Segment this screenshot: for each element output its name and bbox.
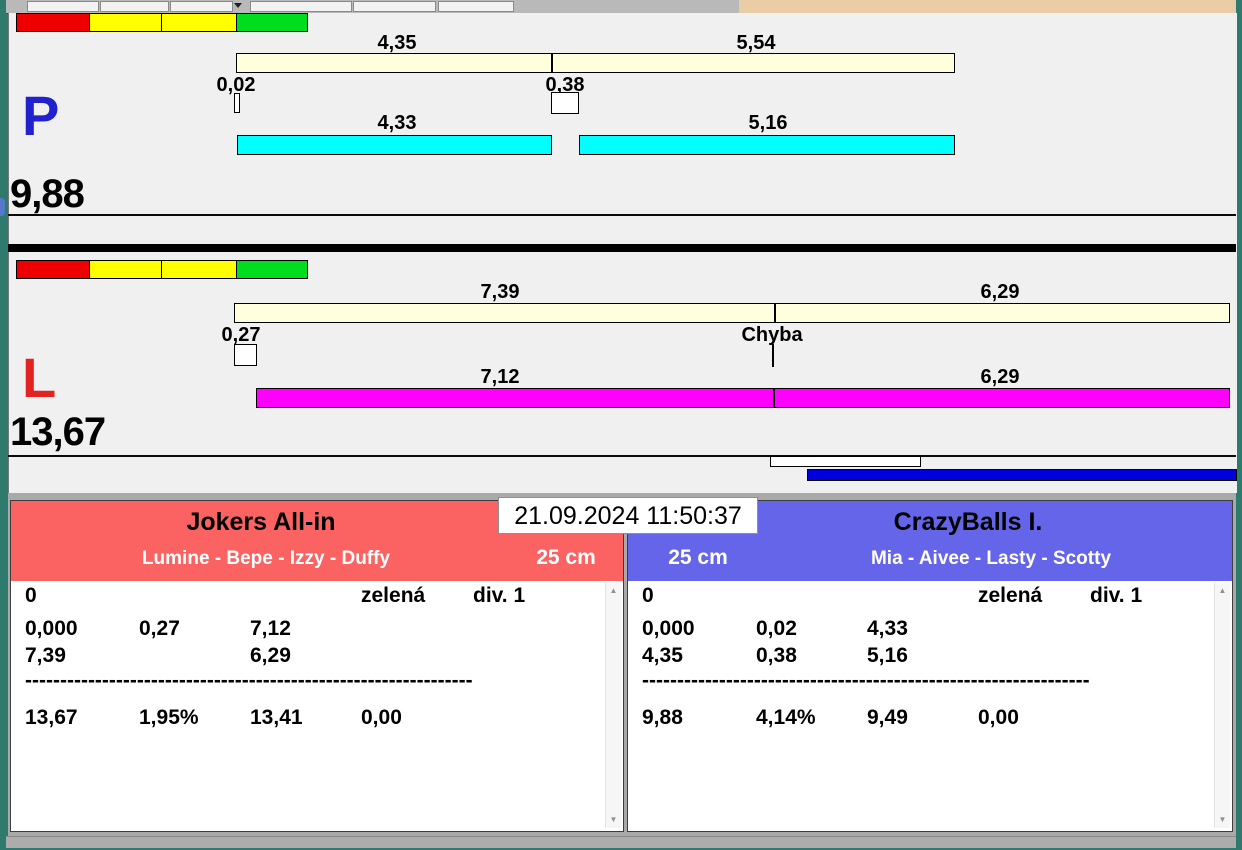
background-window-segment (250, 1, 352, 12)
score-row: 4,35 0,38 5,16 (642, 644, 908, 667)
ref-right-value: 5,54 (736, 32, 776, 54)
scroll-up-icon[interactable]: ▲ (1218, 586, 1227, 595)
scale-red-segment (17, 14, 90, 31)
score-row: 0,000 0,02 4,33 (642, 617, 908, 640)
scale-yellow-segment (90, 14, 162, 31)
team-players: Mia - Aivee - Lasty - Scotty (870, 548, 1112, 569)
lane-total: 13,67 (10, 410, 106, 454)
progress-bar (807, 469, 1237, 481)
scroll-down-icon[interactable]: ▼ (1218, 815, 1227, 824)
deviation-right-value: 0,38 (545, 74, 585, 96)
background-window-segment (353, 1, 436, 12)
deviation-marker-box (551, 92, 579, 114)
lane-letter: L (22, 346, 57, 409)
team-players: Lumine - Bepe - Izzy - Duffy (141, 548, 391, 569)
bar-divider (774, 304, 776, 322)
measured-left-value: 7,12 (480, 366, 520, 388)
lane-total: 9,88 (10, 172, 85, 216)
team-panel-right: CrazyBalls I. Mia - Aivee - Lasty - Scot… (627, 500, 1233, 832)
teams-panel: 21.09.2024 11:50:37 Jokers All-in Lumine… (8, 493, 1236, 836)
measured-bar-right (579, 135, 955, 155)
background-window-strip (6, 0, 1236, 14)
scale-green-segment (237, 14, 307, 31)
scale-green-segment (237, 261, 307, 278)
score-row: 7,39 6,29 (25, 644, 291, 667)
scrollbar[interactable]: ▲ ▼ (605, 583, 621, 828)
datetime-display: 21.09.2024 11:50:37 (498, 497, 758, 534)
measurement-area (8, 13, 1237, 493)
status-strip (6, 836, 1236, 848)
progress-outline (770, 456, 921, 467)
error-label: Chyba (741, 324, 803, 346)
score-log: 0 zelená div. 1 0,000 0,02 4,33 4,35 0,3… (628, 581, 1232, 831)
distance-value: 25 cm (536, 546, 596, 569)
measured-bar (256, 388, 1230, 408)
measured-left-value: 4,33 (377, 112, 417, 134)
measured-right-value: 5,16 (748, 112, 788, 134)
scroll-up-icon[interactable]: ▲ (609, 586, 618, 595)
scale-yellow-segment (162, 14, 237, 31)
dropdown-arrow-icon (234, 3, 242, 8)
score-log: 0 zelená div. 1 0,000 0,27 7,12 7,39 6,2… (11, 581, 623, 831)
background-window-segment (100, 1, 169, 12)
team-header: CrazyBalls I. Mia - Aivee - Lasty - Scot… (628, 501, 1232, 581)
scrollbar[interactable]: ▲ ▼ (1214, 583, 1230, 828)
deviation-left-value: 0,02 (216, 74, 256, 96)
error-tick (772, 344, 774, 367)
color-scale-strip (16, 260, 308, 279)
measured-right-value: 6,29 (980, 366, 1020, 388)
distance-value: 25 cm (668, 546, 728, 569)
deviation-marker-box (234, 344, 257, 366)
ref-right-value: 6,29 (980, 281, 1020, 303)
background-window-segment (170, 1, 233, 12)
color-scale-strip (16, 13, 308, 32)
deviation-left-value: 0,27 (221, 324, 261, 346)
team-name: Jokers All-in (186, 508, 336, 536)
divider-line (8, 455, 1236, 457)
scale-yellow-segment (90, 261, 162, 278)
reference-bar (236, 53, 955, 73)
total-row: 9,88 4,14% 9,49 0,00 (642, 706, 1019, 729)
scroll-down-icon[interactable]: ▼ (609, 815, 618, 824)
lane-letter: P (22, 84, 60, 147)
score-row: 0,000 0,27 7,12 (25, 617, 291, 640)
team-name: CrazyBalls I. (893, 508, 1043, 536)
background-window-segment (27, 1, 99, 12)
measured-bar-left (237, 135, 552, 155)
background-window-titlebar (739, 0, 1236, 13)
scale-yellow-segment (162, 261, 237, 278)
bar-divider (551, 54, 553, 72)
ref-left-value: 4,35 (377, 32, 417, 54)
background-window-segment (438, 1, 514, 12)
separator-row: ----------------------------------------… (25, 669, 473, 692)
divider-line (8, 214, 1236, 216)
team-panel-left: Jokers All-in Lumine - Bepe - Izzy - Duf… (10, 500, 624, 832)
ref-left-value: 7,39 (480, 281, 520, 303)
reference-bar (234, 303, 1230, 323)
score-row: 0 zelená div. 1 (25, 584, 526, 607)
background-desktop-icon (0, 198, 5, 216)
total-row: 13,67 1,95% 13,41 0,00 (25, 706, 402, 729)
score-row: 0 zelená div. 1 (642, 584, 1143, 607)
bar-divider (773, 389, 775, 407)
separator-row: ----------------------------------------… (642, 669, 1090, 692)
scale-red-segment (17, 261, 90, 278)
section-divider (8, 244, 1236, 252)
deviation-marker (234, 93, 240, 113)
